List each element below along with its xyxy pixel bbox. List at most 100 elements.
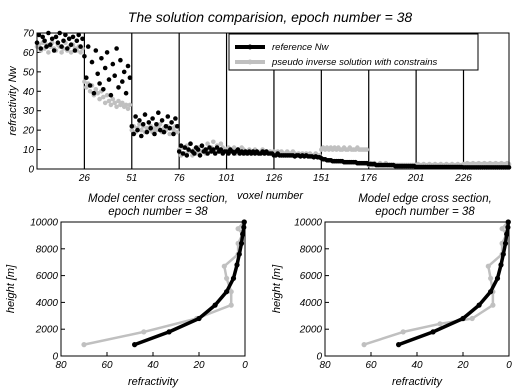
edge-reference-point (396, 342, 402, 348)
reference-point (152, 131, 157, 137)
edge-xtick-label: 80 (319, 360, 331, 371)
legend-pinv-label: pseudo inverse solution with constrains (271, 57, 438, 68)
pinv-point (139, 127, 144, 133)
pinv-point (171, 127, 176, 133)
reference-point (173, 116, 178, 121)
center-reference-point (236, 251, 242, 257)
edge-reference-point (505, 224, 511, 230)
reference-point (146, 120, 152, 125)
reference-point (118, 57, 123, 63)
reference-point (161, 129, 167, 135)
center-ytick-label: 2000 (35, 325, 59, 336)
center-ytick-label: 8000 (36, 244, 59, 255)
pinv-point (175, 129, 180, 135)
center-pinv-point (228, 289, 234, 295)
reference-point (165, 114, 171, 119)
reference-point (211, 147, 216, 152)
pinv-point (157, 122, 163, 127)
pinv-point (87, 89, 93, 94)
reference-point (110, 61, 116, 67)
center-xtick-label: 40 (147, 360, 159, 371)
pinv-point (231, 145, 237, 150)
reference-point (133, 114, 138, 119)
center-ytick-label: 0 (52, 352, 58, 363)
pinv-point (125, 106, 131, 112)
center-pinv-line (83, 221, 245, 346)
top-chart: The solution comparision, epoch number =… (7, 9, 512, 202)
pinv-point (123, 102, 129, 108)
pinv-point (120, 100, 125, 106)
reference-point (104, 50, 110, 55)
reference-point (212, 151, 218, 156)
edge-title-line1: Model edge cross section, (358, 193, 492, 205)
reference-point (121, 69, 127, 75)
center-reference-point (241, 224, 247, 230)
reference-point (218, 147, 224, 152)
reference-point (78, 44, 83, 49)
edge-title-line2: epoch number = 38 (375, 206, 475, 218)
reference-point (184, 153, 190, 158)
center-reference-point (196, 315, 202, 322)
center-title-line1: Model center cross section, (88, 193, 228, 205)
reference-point (171, 131, 176, 137)
reference-point (99, 56, 104, 61)
reference-point (49, 36, 55, 42)
reference-point (48, 42, 53, 47)
reference-point (65, 46, 70, 51)
reference-point (97, 81, 102, 86)
top-xtick-label: 151 (313, 173, 330, 184)
reference-point (53, 34, 59, 40)
pinv-point (110, 96, 116, 102)
top-xtick-label: 126 (266, 173, 283, 184)
pinv-point (104, 92, 110, 98)
center-reference-point (230, 275, 237, 281)
reference-point (72, 48, 78, 53)
center-ytick-label: 10000 (30, 218, 58, 229)
top-ytick-label: 20 (22, 126, 35, 137)
edge-pinv-point (361, 342, 367, 348)
reference-point (74, 38, 80, 44)
edge-ylabel: height [m] (271, 264, 283, 313)
pinv-point (167, 131, 172, 137)
edge-pinv-point (488, 275, 494, 281)
top-ytick-label: 0 (28, 165, 34, 176)
legend-ref-marker (247, 44, 253, 50)
edge-ytick-label: 10000 (294, 218, 322, 229)
top-plot-frame (36, 32, 510, 170)
pinv-point (46, 50, 51, 55)
pinv-point (129, 127, 135, 133)
reference-point (203, 147, 208, 152)
center-ylabel: height [m] (5, 264, 17, 313)
center-reference-point (238, 240, 245, 246)
edge-pinv-point (485, 263, 491, 269)
edge-pinv-point (499, 226, 505, 232)
top-ytick-label: 30 (23, 106, 35, 117)
pinv-point (211, 139, 216, 145)
center-reference-point (212, 302, 218, 308)
top-xtick-label: 51 (126, 173, 137, 184)
center-xlabel: refractivity (128, 376, 180, 388)
reference-point (84, 75, 89, 80)
top-xtick-label: 176 (360, 173, 377, 184)
top-ylabel: refractivity Nw (7, 65, 19, 135)
top-ytick-label: 70 (23, 29, 35, 40)
edge-reference-point (430, 329, 436, 335)
top-xtick-label: 101 (218, 173, 235, 184)
edge-ytick-label: 4000 (300, 298, 323, 309)
center-xtick-label: 60 (101, 360, 113, 371)
reference-point (214, 145, 220, 150)
reference-point (199, 143, 205, 148)
reference-point (76, 32, 81, 38)
edge-xlabel: refractivity (392, 376, 444, 388)
reference-point (137, 118, 142, 123)
top-chart-title: The solution comparision, epoch number =… (128, 9, 413, 25)
edge-pinv-point (490, 302, 496, 308)
edge-reference-point (498, 262, 504, 268)
edge-pinv-line (363, 221, 509, 346)
reference-point (205, 151, 210, 156)
reference-point (89, 59, 95, 65)
reference-point (36, 32, 42, 38)
reference-point (127, 75, 133, 80)
edge-ytick-label: 2000 (299, 325, 323, 336)
